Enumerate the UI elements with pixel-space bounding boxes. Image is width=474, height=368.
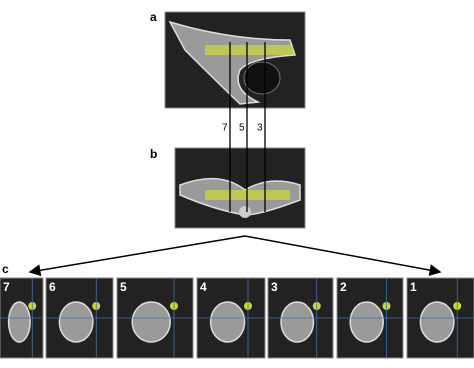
slice-label: 3: [271, 280, 278, 294]
panel-label: c: [2, 262, 9, 276]
bone: [419, 301, 455, 343]
panel-b-image: [174, 147, 306, 229]
cut-lines: [229, 42, 266, 212]
line-label: 5: [239, 123, 245, 134]
arrow: [244, 235, 442, 276]
bone: [209, 301, 246, 343]
bone: [58, 301, 94, 343]
bone: [7, 301, 31, 343]
slice-label: 7: [3, 280, 10, 294]
bone: [349, 301, 384, 343]
panel-a-image: [164, 11, 306, 109]
panel-label: b: [150, 147, 157, 161]
bone: [131, 301, 171, 343]
line-label: 3: [257, 123, 263, 134]
slice-label: 6: [49, 280, 56, 294]
arrow: [28, 235, 246, 277]
slice-label: 4: [200, 280, 207, 294]
line-label: 7: [222, 123, 228, 134]
bone: [280, 301, 315, 343]
panel-label: a: [150, 10, 157, 24]
slice-row: 7 6 5 4 3 2 1: [0, 277, 474, 359]
slice-label: 1: [410, 280, 417, 294]
slice-label: 5: [120, 280, 127, 294]
slice-label: 2: [340, 280, 347, 294]
